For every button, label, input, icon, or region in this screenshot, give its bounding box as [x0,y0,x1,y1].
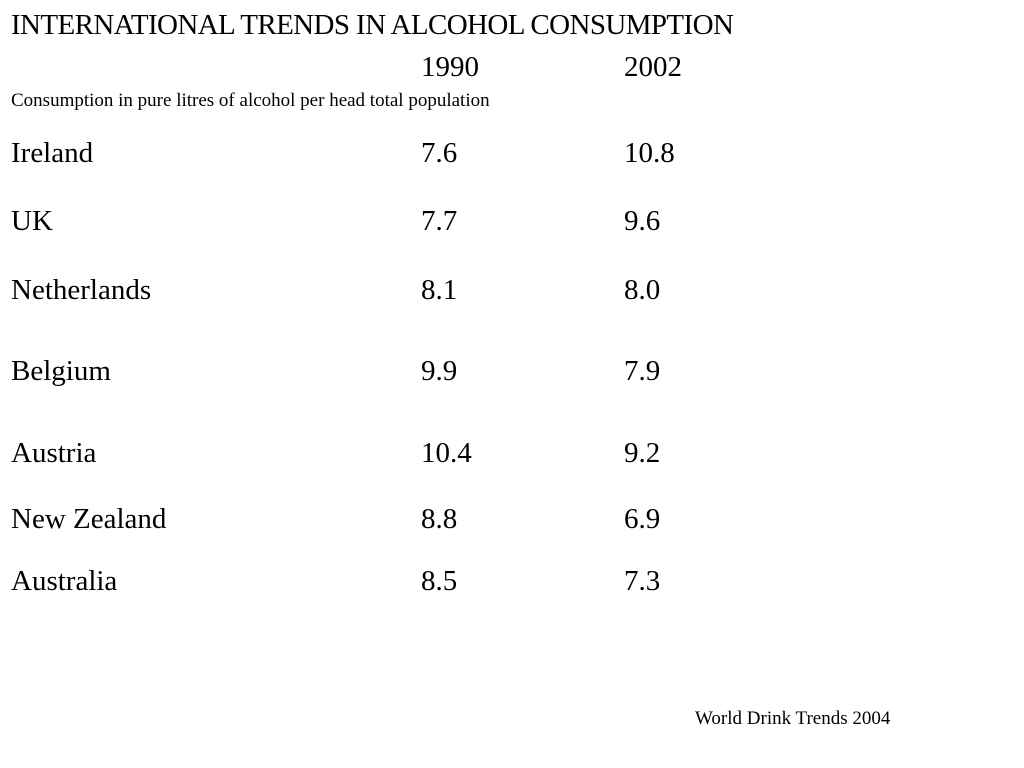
value-1990-cell: 8.5 [421,565,458,597]
value-2002-cell: 6.9 [624,503,661,535]
value-1990-cell: 9.9 [421,355,458,387]
subtitle: Consumption in pure litres of alcohol pe… [11,90,490,111]
table-row: Belgium 9.9 7.9 [0,355,1024,395]
value-1990-cell: 8.8 [421,503,458,535]
value-1990-cell: 8.1 [421,274,458,306]
country-cell: New Zealand [11,503,167,535]
value-2002-cell: 9.6 [624,205,661,237]
country-cell: Netherlands [11,274,152,306]
value-2002-cell: 9.2 [624,437,661,469]
source-note: World Drink Trends 2004 [695,708,891,729]
table-row: Austria 10.4 9.2 [0,437,1024,477]
value-1990-cell: 7.7 [421,205,458,237]
table-row: Netherlands 8.1 8.0 [0,274,1024,314]
country-cell: Austria [11,437,97,469]
table-row: New Zealand 8.8 6.9 [0,503,1024,543]
value-1990-cell: 7.6 [421,137,458,169]
value-1990-cell: 10.4 [421,437,472,469]
value-2002-cell: 7.9 [624,355,661,387]
country-cell: UK [11,205,53,237]
page-title: INTERNATIONAL TRENDS IN ALCOHOL CONSUMPT… [11,9,734,41]
column-header-1990: 1990 [421,51,479,83]
country-cell: Australia [11,565,118,597]
table-row: Australia 8.5 7.3 [0,565,1024,605]
value-2002-cell: 8.0 [624,274,661,306]
column-header-2002: 2002 [624,51,682,83]
value-2002-cell: 10.8 [624,137,675,169]
value-2002-cell: 7.3 [624,565,661,597]
country-cell: Ireland [11,137,94,169]
country-cell: Belgium [11,355,111,387]
table-row: Ireland 7.6 10.8 [0,137,1024,177]
table-row: UK 7.7 9.6 [0,205,1024,245]
